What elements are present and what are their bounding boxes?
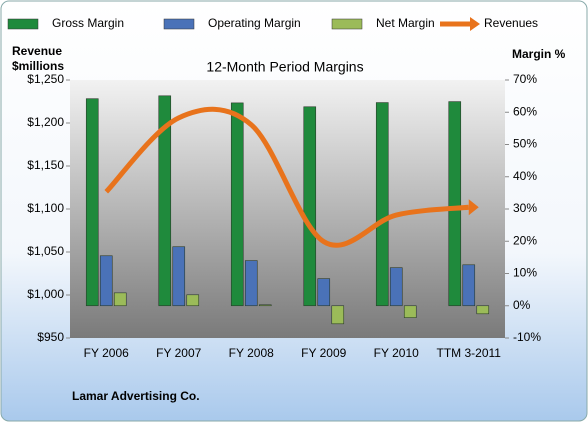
y2-tick-label: 30%: [513, 201, 537, 215]
y2-tick-label: -10%: [513, 330, 541, 344]
bar: [230, 102, 244, 307]
line-arrow: [468, 199, 479, 216]
legend-label: Gross Margin: [52, 16, 124, 30]
y-tick-label: $1,150: [27, 158, 64, 172]
y2-tick-label: 10%: [513, 266, 537, 280]
chart-title: 12-Month Period Margins: [206, 59, 363, 75]
bar: [258, 304, 272, 307]
y2-tick-label: 70%: [513, 72, 537, 86]
x-tick-label: FY 2007: [156, 346, 201, 360]
legend-swatch: [163, 18, 195, 30]
legend-label: Revenues: [484, 16, 538, 30]
y2-axis-title: Margin %: [512, 47, 566, 61]
y-tick-label: $1,100: [27, 201, 64, 215]
bar: [244, 260, 258, 307]
bar: [462, 264, 476, 307]
y2-tick-label: 50%: [513, 137, 537, 151]
x-tick-label: FY 2010: [374, 346, 419, 360]
bar: [317, 278, 331, 307]
y-tick-label: $1,000: [27, 287, 64, 301]
bar: [476, 305, 490, 315]
footer: Lamar Advertising Co.: [72, 389, 200, 403]
bar: [172, 246, 186, 307]
x-tick-label: FY 2009: [301, 346, 346, 360]
bar: [113, 292, 127, 307]
y2-tick-label: 20%: [513, 233, 537, 247]
legend-label: Operating Margin: [208, 16, 301, 30]
y2-tick-label: 0%: [513, 298, 531, 312]
legend-swatch: [331, 18, 363, 30]
bar: [448, 101, 462, 307]
bar: [303, 106, 317, 307]
bar: [186, 294, 200, 307]
y2-tick-label: 40%: [513, 169, 537, 183]
bar: [375, 102, 389, 307]
y-tick-label: $1,050: [27, 244, 64, 258]
legend-swatch: [7, 18, 39, 30]
bar: [403, 305, 417, 318]
x-tick-label: FY 2006: [84, 346, 129, 360]
y-axis-title: $millions: [12, 59, 64, 73]
line: [104, 106, 470, 248]
bar: [85, 98, 99, 307]
bar: [158, 95, 172, 307]
bar: [331, 305, 345, 325]
bar: [389, 267, 403, 307]
x-tick-label: TTM 3-2011: [437, 346, 502, 360]
bar: [99, 255, 113, 307]
y-tick-label: $950: [37, 330, 64, 344]
y-tick-label: $1,250: [27, 72, 64, 86]
x-tick-label: FY 2008: [229, 346, 274, 360]
legend-label: Net Margin: [376, 16, 435, 30]
y-axis-title: Revenue: [12, 44, 62, 58]
y2-tick-label: 60%: [513, 104, 537, 118]
y-tick-label: $1,200: [27, 115, 64, 129]
legend-swatch: [470, 17, 480, 31]
